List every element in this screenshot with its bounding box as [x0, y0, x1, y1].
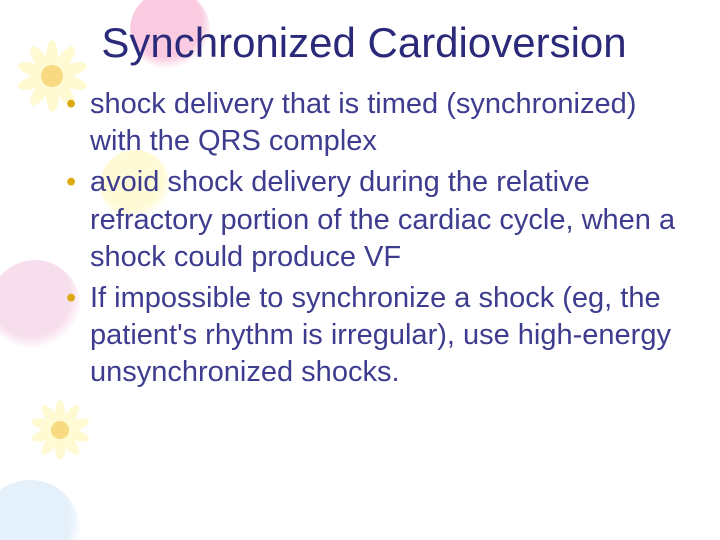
bullet-list: shock delivery that is timed (synchroniz…	[36, 86, 692, 391]
bullet-item: If impossible to synchronize a shock (eg…	[66, 280, 692, 391]
bullet-item: shock delivery that is timed (synchroniz…	[66, 86, 692, 160]
slide-container: Synchronized Cardioversion shock deliver…	[0, 0, 720, 540]
bullet-item: avoid shock delivery during the relative…	[66, 164, 692, 275]
slide-title: Synchronized Cardioversion	[36, 20, 692, 66]
